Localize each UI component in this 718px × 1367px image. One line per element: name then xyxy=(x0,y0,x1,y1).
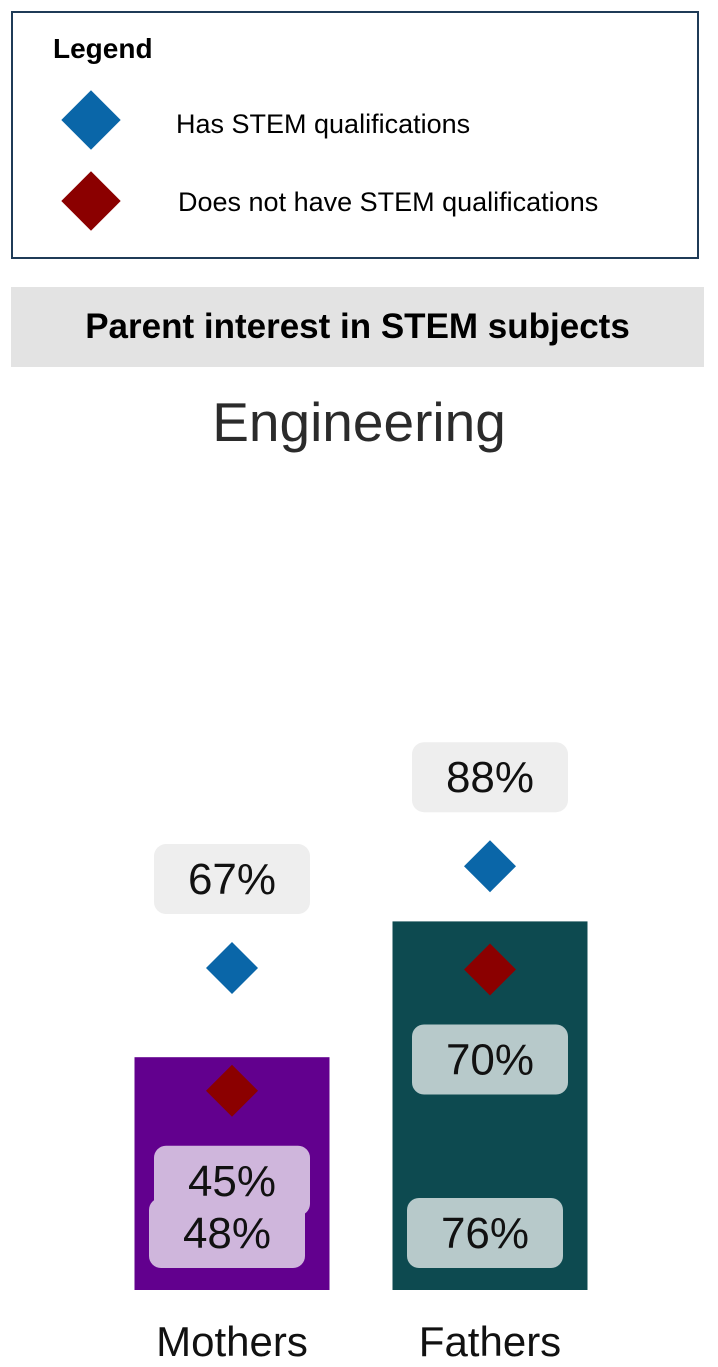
legend-label-no-stem: Does not have STEM qualifications xyxy=(178,187,599,217)
no-stem-value-label: 70% xyxy=(446,1036,534,1085)
section-banner: Parent interest in STEM subjects xyxy=(11,287,704,367)
diamond-icon xyxy=(464,943,516,996)
legend-title: Legend xyxy=(53,33,153,64)
diamond-icon xyxy=(61,171,121,231)
has-stem-value-label: 67% xyxy=(188,855,276,904)
legend-box: Legend Has STEM qualifications Does not … xyxy=(11,11,699,259)
diamond-icon xyxy=(464,840,516,893)
diamond-icon xyxy=(206,1064,258,1117)
no-stem-value-label-bg xyxy=(412,1024,568,1095)
no-stem-value-label: 45% xyxy=(188,1157,276,1206)
category-label: Mothers xyxy=(156,1318,308,1365)
has-stem-value-label-bg xyxy=(412,742,568,813)
bar-value-label: 76% xyxy=(441,1209,529,1258)
bar-value-label-bg xyxy=(407,1198,563,1268)
chart-title: Engineering xyxy=(212,391,506,453)
bar-value-label: 48% xyxy=(183,1209,271,1258)
diamond-icon xyxy=(206,942,258,995)
category-label: Fathers xyxy=(419,1318,561,1365)
has-stem-value-label-bg xyxy=(154,844,310,915)
legend-label-has-stem: Has STEM qualifications xyxy=(176,109,471,139)
diamond-icon xyxy=(61,90,121,150)
has-stem-value-label: 88% xyxy=(446,753,534,802)
no-stem-value-label-bg xyxy=(154,1145,310,1216)
banner-title: Parent interest in STEM subjects xyxy=(85,307,630,346)
chart-svg: 48%45% 67% Mothers 76% 70% 88% Fathers xyxy=(134,742,588,1365)
